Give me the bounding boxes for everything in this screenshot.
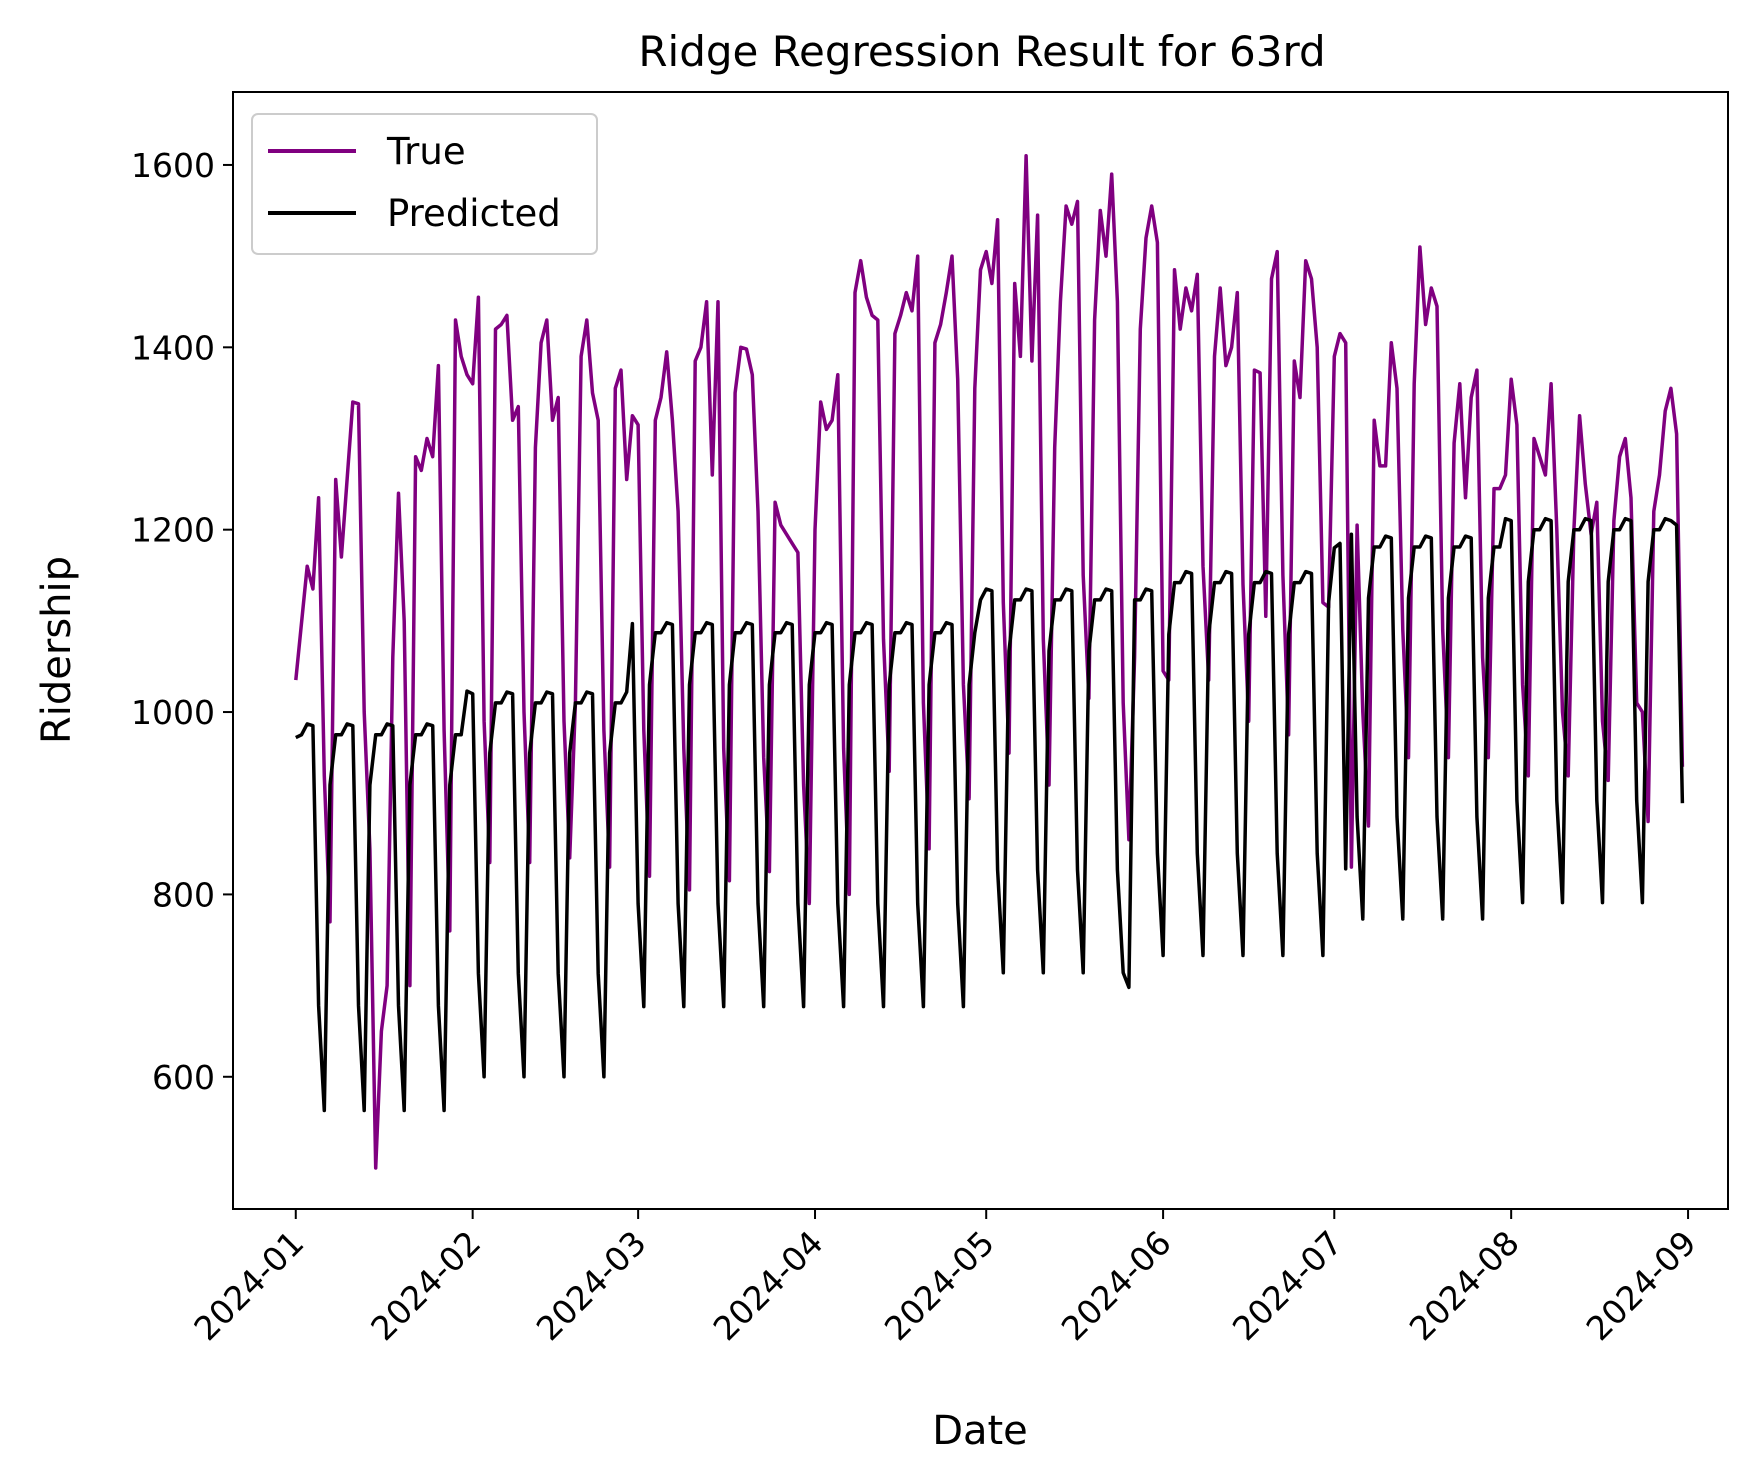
series-layer [294, 154, 1685, 1170]
plot-area [294, 154, 1685, 1170]
chart-title: Ridge Regression Result for 63rd [638, 27, 1325, 76]
series-line-true [294, 154, 1685, 1170]
series-line-predicted [295, 516, 1685, 1113]
x-axis-label: Date [932, 1408, 1028, 1454]
y-tick-label: 1000 [131, 693, 215, 732]
legend-label-true: True [386, 130, 466, 173]
y-tick-label: 600 [152, 1058, 215, 1097]
y-tick-label: 1600 [131, 146, 215, 185]
legend: True Predicted [251, 113, 598, 255]
y-tick-label: 800 [152, 875, 215, 914]
y-tick-label: 1200 [131, 511, 215, 550]
y-axis-label: Ridership [34, 556, 80, 744]
y-tick-label: 1400 [131, 328, 215, 367]
legend-label-predicted: Predicted [387, 192, 561, 235]
y-axis: 600 800 1000 1200 1400 1600 [131, 146, 233, 1097]
axes-frame [232, 91, 1729, 1210]
